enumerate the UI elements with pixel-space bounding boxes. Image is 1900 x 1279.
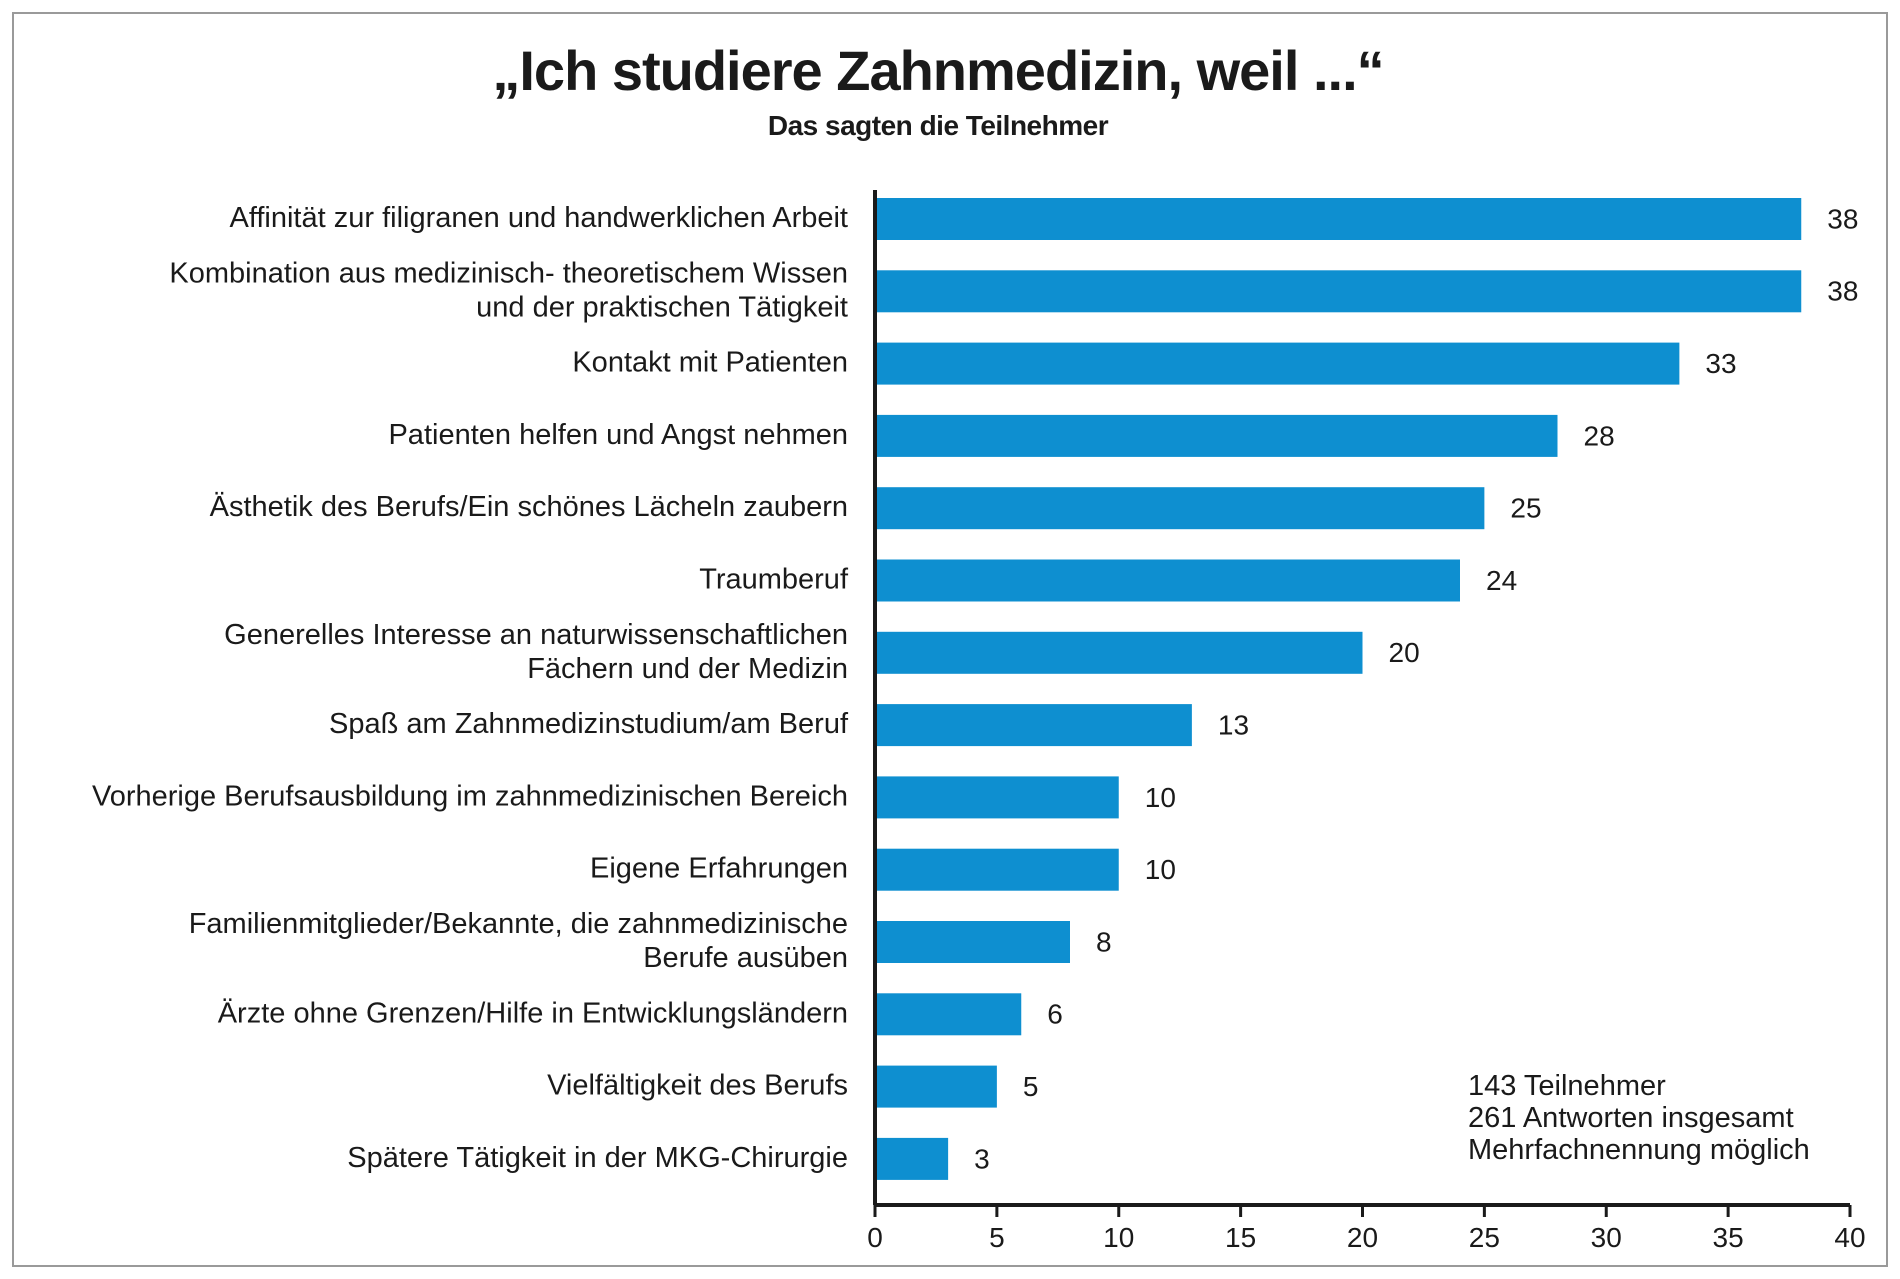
value-label-3: 33 [1705, 348, 1736, 379]
x-tick-label-30: 30 [1591, 1222, 1622, 1253]
value-label-14: 3 [974, 1143, 990, 1174]
bar-14 [875, 1137, 949, 1180]
category-label-13: Vielfältigkeit des Berufs [547, 1069, 848, 1101]
x-tick-label-5: 5 [989, 1222, 1005, 1253]
category-label-11: Familienmitglieder/Bekannte, die zahnmed… [189, 908, 848, 974]
bar-6 [875, 559, 1460, 602]
value-label-7: 20 [1389, 637, 1420, 668]
value-label-2: 38 [1827, 276, 1858, 307]
value-label-10: 10 [1145, 854, 1176, 885]
category-label-3: Kontakt mit Patienten [572, 346, 848, 378]
bar-4 [875, 414, 1558, 457]
category-label-4: Patienten helfen und Angst nehmen [388, 419, 848, 451]
value-label-4: 28 [1584, 420, 1615, 451]
category-label-8: Spaß am Zahnmedizinstudium/am Beruf [329, 708, 849, 740]
bar-1 [875, 198, 1802, 240]
value-label-8: 13 [1218, 709, 1249, 740]
category-label-12: Ärzte ohne Grenzen/Hilfe in Entwicklungs… [218, 997, 848, 1029]
value-label-5: 25 [1510, 493, 1541, 524]
category-label-2: Kombination aus medizinisch- theoretisch… [169, 257, 848, 323]
category-label-1: Affinität zur filigranen und handwerklic… [229, 202, 848, 234]
x-tick-label-35: 35 [1713, 1222, 1744, 1253]
category-label-9: Vorherige Berufsausbildung im zahnmedizi… [92, 780, 848, 812]
category-label-6: Traumberuf [699, 563, 849, 595]
participants-note: 143 Teilnehmer 261 Antworten insgesamt M… [1468, 1070, 1810, 1166]
x-tick-label-10: 10 [1103, 1222, 1134, 1253]
bar-7 [875, 631, 1363, 674]
bar-3 [875, 342, 1680, 385]
x-tick-label-40: 40 [1834, 1222, 1865, 1253]
note-participants: 143 Teilnehmer [1468, 1070, 1666, 1102]
category-label-7: Generelles Interesse an naturwissenschaf… [224, 618, 848, 684]
x-tick-label-20: 20 [1347, 1222, 1378, 1253]
value-label-9: 10 [1145, 782, 1176, 813]
bar-2 [875, 270, 1802, 313]
chart-title: „Ich studiere Zahnmedizin, weil ...“ [492, 39, 1384, 102]
value-label-12: 6 [1047, 999, 1063, 1030]
bar-13 [875, 1065, 997, 1108]
note-answers: 261 Antworten insgesamt [1468, 1102, 1794, 1134]
bar-9 [875, 776, 1119, 819]
bar-12 [875, 993, 1022, 1036]
value-label-13: 5 [1023, 1071, 1039, 1102]
bar-8 [875, 704, 1192, 747]
category-label-5: Ästhetik des Berufs/Ein schönes Lächeln … [210, 491, 848, 523]
x-tick-label-0: 0 [867, 1222, 883, 1253]
bar-11 [875, 921, 1070, 963]
bar-10 [875, 848, 1119, 891]
value-label-11: 8 [1096, 926, 1112, 957]
x-tick-label-25: 25 [1469, 1222, 1500, 1253]
value-label-6: 24 [1486, 565, 1517, 596]
category-label-10: Eigene Erfahrungen [590, 852, 848, 884]
chart-subtitle: Das sagten die Teilnehmer [767, 110, 1109, 141]
value-label-1: 38 [1827, 203, 1858, 234]
category-label-14: Spätere Tätigkeit in der MKG-Chirurgie [347, 1142, 848, 1174]
bar-5 [875, 487, 1485, 530]
note-multiple: Mehrfachnennung möglich [1468, 1134, 1810, 1166]
x-tick-label-15: 15 [1225, 1222, 1256, 1253]
